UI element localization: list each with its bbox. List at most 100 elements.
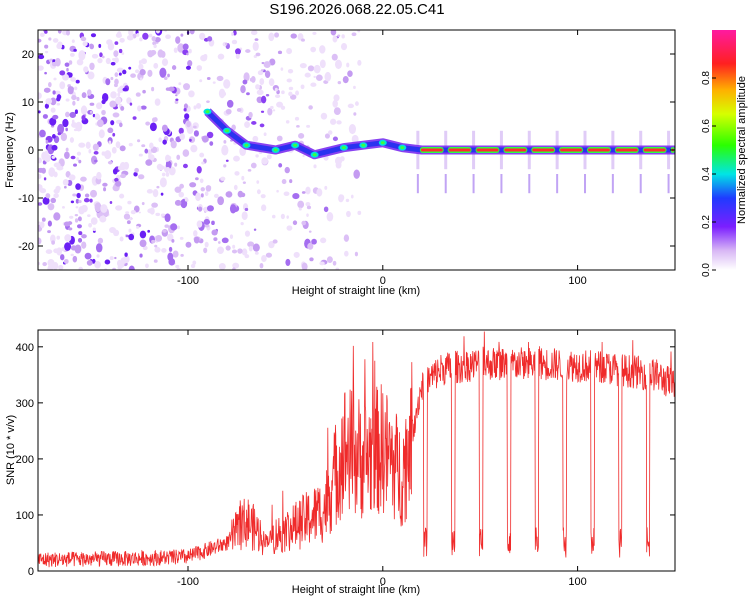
spectrogram-noise-blob: [38, 202, 43, 206]
spectrogram-noise-blob: [65, 127, 68, 132]
spectrogram-noise-blob: [232, 262, 240, 269]
spectrogram-noise-blob: [43, 154, 51, 163]
spectrogram-noise-blob: [81, 204, 88, 213]
spectrogram-ridge-core: [361, 143, 366, 147]
spectrogram-noise-blob: [110, 61, 116, 66]
spectrogram-noise-blob: [109, 200, 113, 205]
spectrogram-noise-blob: [312, 31, 317, 35]
spectrogram-noise-blob: [259, 123, 265, 128]
spectrogram-noise-blob: [173, 47, 178, 53]
spectrogram-noise-blob: [286, 225, 293, 231]
spectrogram-noise-blob: [351, 32, 357, 37]
spectrogram-noise-blob: [293, 251, 300, 258]
spectrogram-noise-blob: [81, 234, 87, 239]
spectrogram-noise-blob: [342, 75, 349, 84]
spectrogram-noise-blob: [68, 227, 73, 231]
spectrogram-xtick-label: -100: [177, 275, 199, 287]
spectrogram-noise-blob: [316, 188, 323, 197]
spectrogram-noise-blob: [150, 50, 157, 56]
spectrogram-noise-blob: [70, 76, 76, 82]
spectrogram-noise-blob: [225, 159, 229, 162]
spectrogram-noise-blob: [138, 153, 143, 157]
spectrogram-noise-blob: [47, 203, 55, 211]
spectrogram-noise-blob: [126, 97, 132, 104]
spectrogram-noise-blob: [124, 252, 128, 257]
spectrogram-noise-blob: [176, 154, 181, 160]
spectrogram-noise-blob: [148, 154, 151, 158]
spectrogram-noise-blob: [182, 149, 190, 157]
spectrogram-noise-blob: [119, 193, 125, 199]
spectrogram-noise-blob: [64, 234, 72, 242]
spectrogram-noise-blob: [52, 90, 56, 95]
spectrogram-noise-blob: [298, 133, 305, 139]
spectrogram-noise-blob: [136, 33, 140, 37]
spectrogram-carrier-core: [448, 148, 471, 152]
spectrogram-noise-blob: [280, 213, 285, 220]
spectrogram-noise-blob: [174, 199, 182, 206]
spectrogram-noise-blob: [331, 53, 338, 61]
spectrogram-noise-blob: [235, 53, 240, 60]
spectrogram-noise-blob: [97, 58, 103, 64]
spectrogram-noise-blob: [38, 110, 41, 114]
spectrogram-noise-blob: [213, 237, 218, 242]
snr-y-axis-label: SNR (10 * v/v): [5, 415, 17, 485]
spectrogram-noise-blob: [268, 78, 275, 86]
spectrogram-noise-blob: [50, 97, 57, 106]
spectrogram-noise-blob: [206, 77, 211, 80]
spectrogram-noise-blob: [188, 48, 192, 54]
spectrogram-noise-blob: [203, 247, 208, 254]
spectrogram-noise-blob: [260, 69, 264, 72]
spectrogram-noise-blob: [223, 139, 227, 144]
spectrogram-noise-blob: [139, 37, 143, 42]
spectrogram-ytick-label: -10: [18, 193, 34, 205]
spectrogram-noise-blob: [353, 85, 356, 90]
spectrogram-noise-blob: [251, 30, 258, 36]
spectrogram-noise-blob: [199, 32, 206, 40]
spectrogram-noise-blob: [255, 84, 260, 90]
spectrogram-noise-blob: [47, 220, 52, 227]
spectrogram-noise-blob: [193, 105, 197, 110]
spectrogram-noise-blob: [137, 174, 145, 180]
spectrogram-noise-blob: [232, 30, 237, 36]
spectrogram-noise-blob: [128, 30, 134, 36]
chart-title: S196.2026.068.22.05.C41: [269, 1, 445, 18]
spectrogram-noise-blob: [292, 192, 300, 200]
spectrogram-noise-blob: [110, 76, 114, 81]
spectrogram-noise-blob: [69, 137, 75, 143]
spectrogram-noise-blob: [265, 252, 273, 258]
spectrogram-streak-low: [639, 174, 642, 194]
spectrogram-noise-blob: [330, 118, 337, 125]
spectrogram-noise-blob: [133, 171, 138, 177]
spectrogram-noise-blob: [155, 212, 161, 217]
spectrogram-noise-blob: [343, 234, 350, 242]
spectrogram-noise-blob: [186, 52, 189, 56]
spectrogram-noise-blob: [288, 91, 293, 97]
spectrogram-noise-blob: [146, 149, 153, 155]
spectrogram-noise-blob: [176, 267, 181, 270]
spectrogram-noise-blob: [117, 31, 122, 37]
spectrogram-ytick-label: 0: [28, 145, 34, 157]
spectrogram-noise-blob: [255, 52, 261, 57]
spectrogram-ytick-label: 20: [22, 49, 34, 61]
spectrogram-noise-blob: [261, 204, 267, 212]
spectrogram-noise-blob: [223, 79, 231, 89]
spectrogram-noise-blob: [301, 191, 306, 194]
spectrogram-noise-blob: [125, 234, 130, 238]
spectrogram-noise-blob: [292, 220, 298, 226]
spectrogram-noise-blob: [185, 241, 192, 248]
spectrogram-noise-blob: [87, 89, 92, 96]
spectrogram-carrier-core: [420, 148, 443, 152]
spectrogram-noise-blob: [184, 113, 190, 120]
spectrogram-noise-blob: [109, 226, 117, 234]
spectrogram-noise-blob: [52, 261, 59, 270]
spectrogram-noise-blob: [107, 127, 114, 134]
spectrogram-noise-blob: [128, 233, 135, 241]
spectrogram-noise-blob: [274, 32, 280, 38]
spectrogram-noise-blob: [242, 79, 248, 85]
spectrogram-noise-blob: [332, 136, 338, 142]
spectrogram-noise-blob: [176, 225, 180, 230]
spectrogram-noise-blob: [206, 205, 214, 212]
spectrogram-noise-blob: [53, 193, 59, 199]
spectrogram-noise-blob: [47, 230, 51, 234]
spectrogram-noise-blob: [151, 202, 158, 208]
